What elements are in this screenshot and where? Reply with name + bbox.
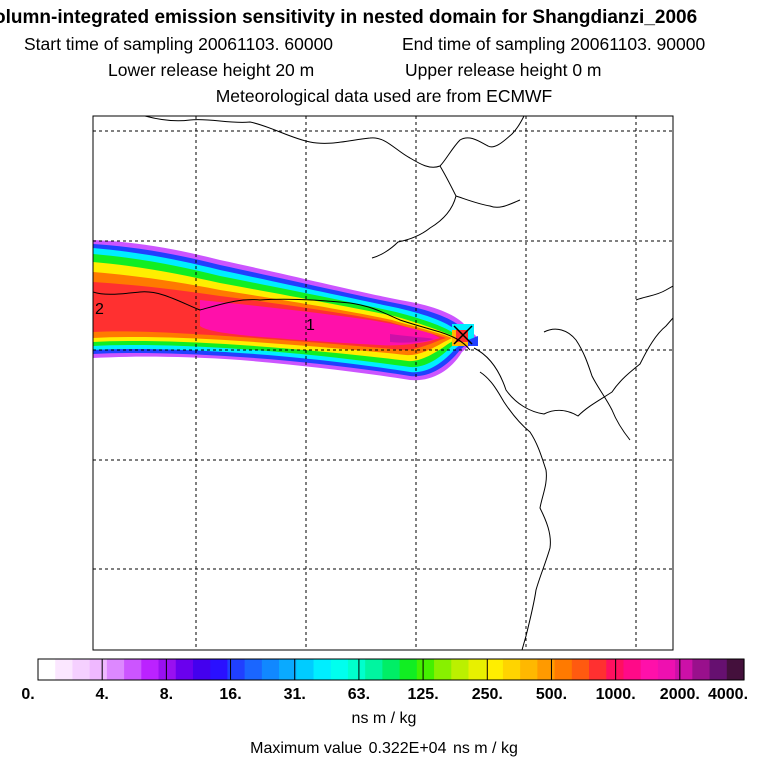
colorbar-cell — [709, 659, 728, 680]
colorbar-cell — [399, 659, 418, 680]
colorbar-cell — [106, 659, 125, 680]
colorbar-cell — [244, 659, 263, 680]
colorbar-cell — [589, 659, 607, 680]
colorbar-tick-label: 0. — [21, 686, 35, 703]
colorbar-tick-label: 31. — [283, 686, 306, 703]
colorbar-tick-label: 63. — [347, 686, 371, 703]
colorbar-cell — [175, 659, 194, 680]
colorbar-cell — [640, 659, 659, 680]
colorbar-cell — [141, 659, 160, 680]
contour-label-2: 2 — [95, 301, 104, 318]
colorbar-frame — [37, 658, 745, 681]
map-frame — [92, 115, 674, 651]
colorbar-cell — [434, 659, 452, 680]
colorbar-cell — [571, 659, 590, 680]
colorbar-tick-label: 1000. — [595, 686, 636, 703]
colorbar-cells — [38, 659, 745, 680]
plot-title: olumn-integrated emission sensitivity in… — [0, 7, 698, 28]
colorbar-cell — [726, 659, 745, 680]
colorbar-cell — [313, 659, 332, 680]
colorbar-cell — [72, 659, 91, 680]
colorbar-cell — [416, 659, 435, 680]
colorbar-cell — [485, 659, 504, 680]
colorbar-tick-label: 8. — [159, 686, 174, 703]
colorbar-cell — [210, 659, 229, 680]
plume-band-purple — [390, 334, 434, 343]
colorbar-cell — [537, 659, 556, 680]
maximum-value-line: Maximum value 0.322E+04 ns m / kg — [0, 740, 768, 758]
meteorological-data-label: Meteorological data used are from ECMWF — [215, 86, 553, 106]
colorbar-cell — [365, 659, 383, 680]
maximum-value-label: Maximum value — [250, 740, 363, 757]
colorbar-cell — [692, 659, 711, 680]
colorbar-tick-label: 500. — [535, 686, 568, 703]
colorbar-tick-label: 4000. — [707, 686, 749, 703]
maximum-value-units: ns m / kg — [452, 740, 518, 757]
colorbar-cell — [158, 659, 177, 680]
colorbar-cell — [330, 659, 349, 680]
colorbar-cell — [192, 659, 211, 680]
colorbar-cell — [347, 659, 366, 680]
colorbar-cell — [89, 659, 108, 680]
colorbar-cell — [623, 659, 642, 680]
colorbar-cell — [675, 659, 693, 680]
maximum-value: 0.322E+04 — [368, 740, 447, 757]
colorbar-cell — [279, 659, 297, 680]
colorbar-cell — [520, 659, 538, 680]
colorbar-cell — [124, 659, 142, 680]
colorbar-tick-label: 2000. — [659, 686, 700, 703]
end-time-label: End time of sampling 20061103. 90000 — [402, 34, 706, 54]
colorbar-cell — [296, 659, 315, 680]
colorbar-cell — [261, 659, 280, 680]
colorbar-cell — [451, 659, 470, 680]
colorbar-units: ns m / kg — [351, 710, 417, 727]
colorbar-cell — [554, 659, 573, 680]
colorbar-tick-label: 250. — [471, 686, 503, 703]
colorbar-cell — [38, 659, 56, 680]
colorbar-cell — [382, 659, 401, 680]
lower-release-height-label: Lower release height 20 m — [108, 60, 315, 80]
colorbar-cell — [55, 659, 74, 680]
colorbar-cell — [657, 659, 676, 680]
colorbar-tick-label: 4. — [95, 686, 109, 703]
coastline — [93, 116, 673, 650]
colorbar-cell — [227, 659, 246, 680]
upper-release-height-label: Upper release height 0 m — [405, 60, 602, 80]
colorbar-cell — [502, 659, 521, 680]
colorbar-tick-label: 16. — [219, 686, 242, 703]
colorbar-cell — [468, 659, 487, 680]
colorbar-dividers — [101, 659, 681, 680]
contour-label-1: 1 — [306, 317, 315, 334]
plume-field: 2 1 — [93, 116, 673, 650]
release-site-marker — [453, 325, 473, 345]
plume-band-magenta — [200, 300, 440, 346]
lat-lon-grid — [93, 116, 673, 650]
colorbar-tick-label: 125. — [407, 686, 439, 703]
start-time-label: Start time of sampling 20061103. 60000 — [24, 34, 334, 54]
